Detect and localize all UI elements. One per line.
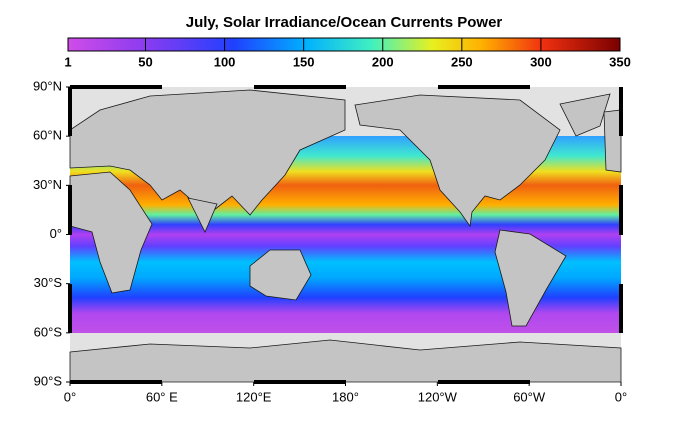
lat-tick-label: 60°N bbox=[33, 128, 62, 143]
eurasia bbox=[69, 89, 346, 216]
lat-tick-label: 60°S bbox=[34, 324, 63, 339]
colorbar-tick-label: 150 bbox=[293, 54, 315, 69]
map bbox=[68, 85, 623, 384]
colorbar-gradient bbox=[67, 37, 621, 52]
lat-tick-label: 90°N bbox=[33, 78, 62, 93]
lon-tick-label: 180° bbox=[332, 389, 359, 404]
antarctica bbox=[69, 339, 622, 383]
lat-tick-label: 90°S bbox=[34, 373, 63, 388]
lat-tick-label: 30°N bbox=[33, 177, 62, 192]
frame-bars bbox=[68, 85, 623, 384]
lat-tick-label: 30°S bbox=[34, 275, 63, 290]
north-america bbox=[354, 94, 561, 228]
colorbar-tick-label: 200 bbox=[372, 54, 394, 69]
colorbar-tick-label: 250 bbox=[451, 54, 473, 69]
colorbar-tick-label: 350 bbox=[609, 54, 631, 69]
india bbox=[187, 197, 218, 233]
greenland bbox=[559, 93, 611, 137]
europe-west bbox=[603, 109, 622, 173]
lon-tick-label: 0° bbox=[615, 389, 627, 404]
colorbar-tick-label: 300 bbox=[530, 54, 552, 69]
title: July, Solar Irradiance/Ocean Currents Po… bbox=[186, 14, 503, 31]
lon-tick-label: 60°W bbox=[513, 389, 546, 404]
colorbar-tick-label: 50 bbox=[138, 54, 152, 69]
colorbar bbox=[67, 37, 621, 52]
south-america bbox=[494, 229, 567, 327]
africa bbox=[69, 171, 153, 294]
lon-tick-label: 0° bbox=[64, 389, 76, 404]
lon-tick-label: 120°W bbox=[418, 389, 458, 404]
colorbar-tick-label: 1 bbox=[64, 54, 71, 69]
colorbar-tick-label: 100 bbox=[214, 54, 236, 69]
lat-tick-label: 0° bbox=[50, 226, 62, 241]
lon-tick-label: 60° E bbox=[146, 389, 178, 404]
lon-tick-label: 120°E bbox=[236, 389, 272, 404]
australia bbox=[249, 249, 312, 301]
